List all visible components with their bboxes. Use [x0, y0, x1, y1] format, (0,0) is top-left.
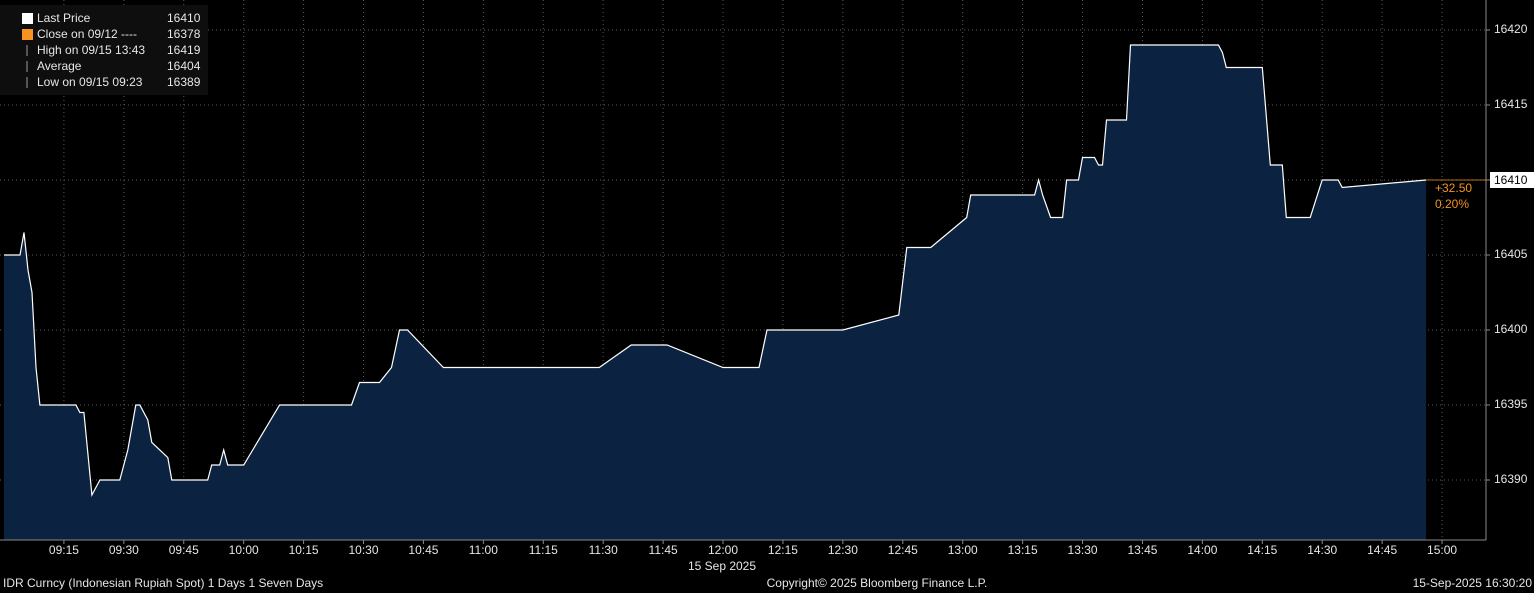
x-tick-label: 10:15 [289, 543, 319, 557]
legend-value: 16404 [167, 59, 201, 73]
y-tick-label: 16415 [1494, 97, 1528, 111]
legend-value: 16389 [167, 75, 201, 89]
line [4, 44, 1427, 498]
x-tick-label: 13:30 [1068, 543, 1098, 557]
legend-label: High on 09/15 13:43 [37, 43, 145, 57]
x-date-label: 15 Sep 2025 [688, 559, 756, 573]
x-tick-label: 11:15 [529, 543, 558, 557]
last-price-tag [1490, 172, 1534, 188]
x-tick-label: 14:45 [1367, 543, 1397, 557]
y-tick-label: 16405 [1494, 247, 1528, 261]
last-price-label: 16410 [1494, 173, 1528, 187]
x-tick-label: 09:45 [169, 543, 199, 557]
plot-area [0, 0, 1486, 540]
x-tick-label: 14:15 [1247, 543, 1277, 557]
legend-label: Last Price [37, 11, 91, 25]
legend-value: 16419 [167, 43, 201, 57]
x-tick-label: 14:30 [1307, 543, 1337, 557]
legend-label: Close on 09/12 ---- [37, 27, 137, 41]
x-tick-label: 13:00 [948, 543, 978, 557]
legend-swatch [22, 29, 33, 40]
legend-swatch [22, 13, 33, 24]
legend-value: 16378 [167, 27, 201, 41]
x-tick-label: 11:45 [649, 543, 678, 557]
footer-center: Copyright© 2025 Bloomberg Finance L.P. [767, 576, 988, 590]
x-tick-label: 14:00 [1187, 543, 1217, 557]
change-label: +32.50 [1435, 181, 1472, 195]
x-tick-label: 10:00 [229, 543, 259, 557]
x-tick-label: 13:15 [1008, 543, 1038, 557]
legend-label: Low on 09/15 09:23 [37, 75, 143, 89]
legend-value: 16410 [167, 11, 201, 25]
y-tick-label: 16420 [1494, 22, 1528, 36]
x-tick-label: 12:15 [768, 543, 798, 557]
x-tick-label: 09:15 [49, 543, 79, 557]
footer-right: 15-Sep-2025 16:30:20 [1413, 576, 1533, 590]
y-tick-label: 16400 [1494, 322, 1528, 336]
x-tick-label: 10:45 [408, 543, 438, 557]
x-tick-label: 12:45 [888, 543, 918, 557]
x-tick-label: 15:00 [1427, 543, 1457, 557]
y-tick-label: 16390 [1494, 472, 1528, 486]
x-tick-label: 12:00 [708, 543, 738, 557]
legend-box [0, 5, 208, 95]
footer-left: IDR Curncy (Indonesian Rupiah Spot) 1 Da… [3, 576, 323, 590]
x-tick-label: 11:30 [589, 543, 618, 557]
x-tick-label: 11:00 [469, 543, 498, 557]
area [3, 45, 1427, 540]
x-tick-label: 10:30 [348, 543, 378, 557]
legend-label: Average [37, 59, 82, 73]
y-tick-label: 16395 [1494, 397, 1528, 411]
x-tick-label: 12:30 [828, 543, 858, 557]
change-pct-label: 0.20% [1435, 197, 1469, 211]
x-tick-label: 09:30 [109, 543, 139, 557]
x-tick-label: 13:45 [1127, 543, 1157, 557]
